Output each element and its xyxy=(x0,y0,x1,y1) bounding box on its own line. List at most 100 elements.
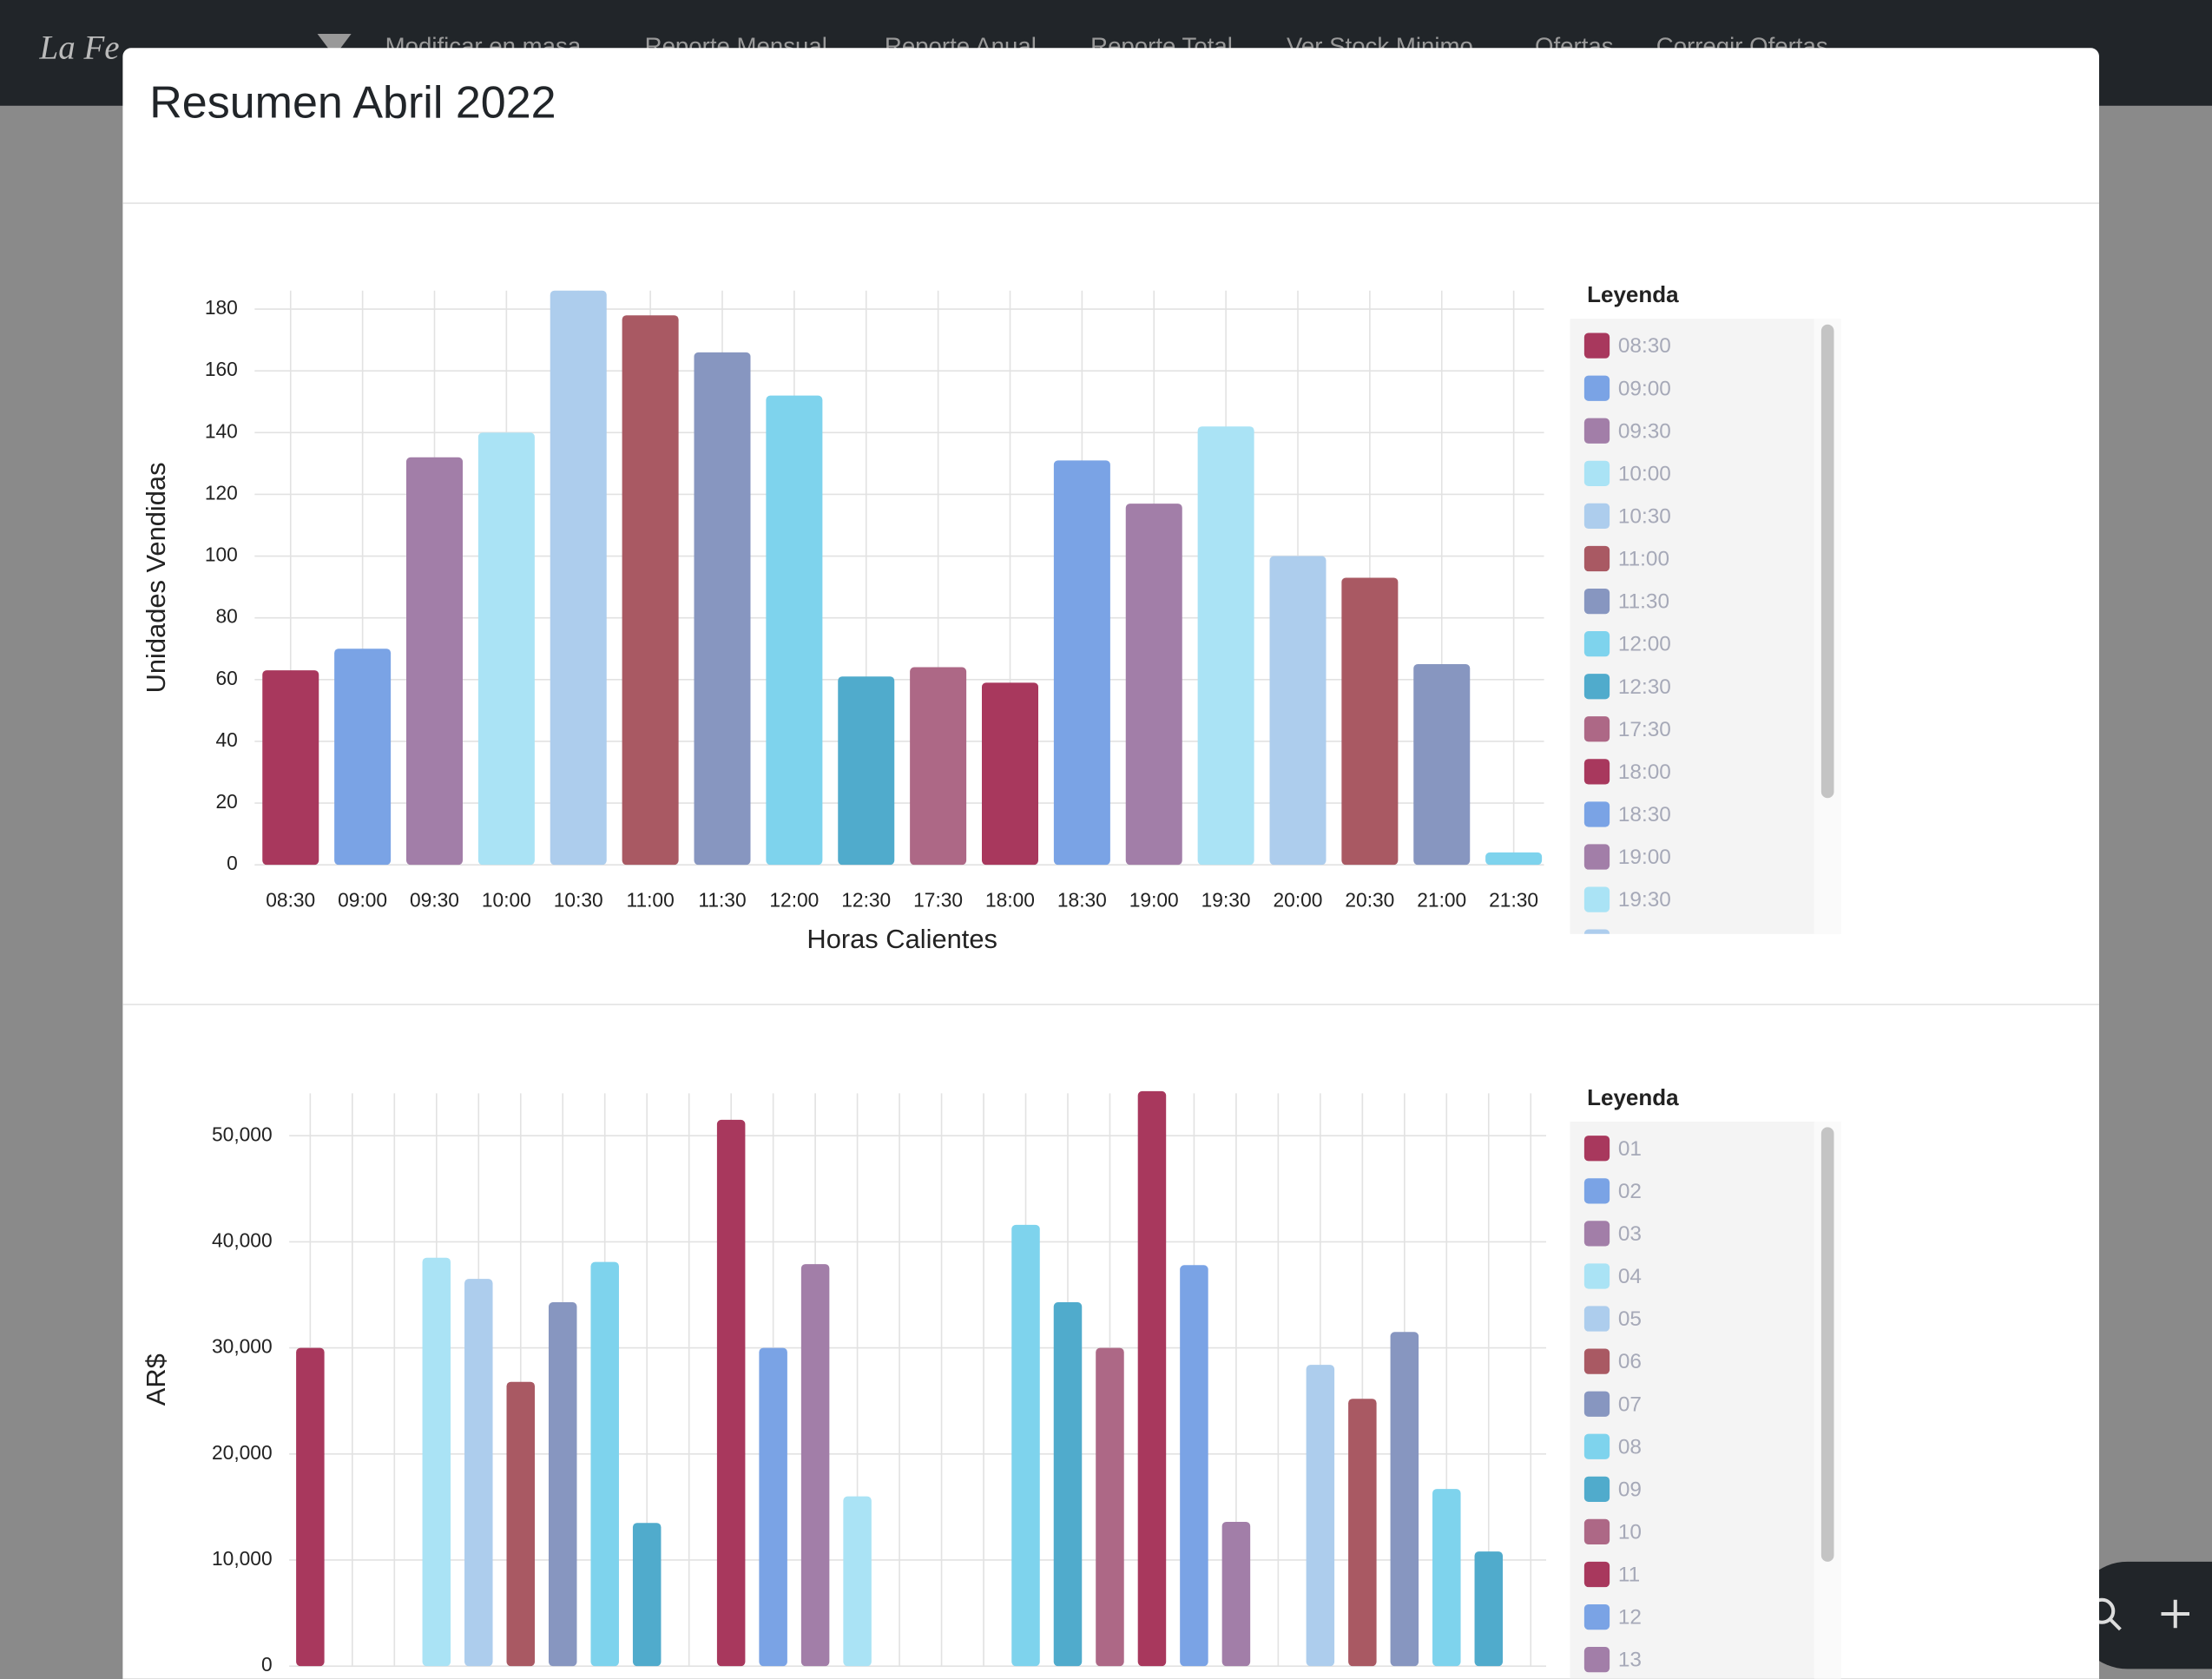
add-icon[interactable] xyxy=(2161,1599,2190,1629)
legend-item[interactable]: 01 xyxy=(1583,1136,1642,1162)
bar xyxy=(334,649,392,866)
legend-scrollbar xyxy=(1820,1127,1834,1562)
y-tick-label: 160 xyxy=(205,358,238,380)
bar xyxy=(550,290,607,866)
bar xyxy=(506,1381,536,1667)
x-tick-label: 08:30 xyxy=(266,888,315,911)
y-tick-label: 20,000 xyxy=(212,1441,273,1464)
bar xyxy=(622,315,679,866)
x-tick-label: 11:00 xyxy=(627,888,675,911)
legend-item[interactable]: 19:00 xyxy=(1583,844,1671,870)
legend-swatch xyxy=(1583,759,1610,785)
y-tick-label: 30,000 xyxy=(212,1335,273,1358)
legend-item[interactable]: 09:30 xyxy=(1583,418,1671,444)
y-tick-label: 0 xyxy=(227,852,238,874)
legend-label: 10 xyxy=(1618,1520,1642,1544)
legend-swatch xyxy=(1583,1647,1610,1673)
legend-label: 09:30 xyxy=(1618,419,1671,443)
legend-label: 06 xyxy=(1618,1350,1642,1373)
legend-item[interactable]: 18:00 xyxy=(1583,759,1671,785)
bar xyxy=(1413,663,1471,866)
search-icon-handle xyxy=(2109,1618,2122,1631)
legend-item[interactable]: 05 xyxy=(1583,1306,1642,1332)
legend-label: 18:30 xyxy=(1618,803,1671,826)
legend-item[interactable]: 10 xyxy=(1583,1518,1642,1545)
x-axis-label: Horas Calientes xyxy=(806,924,997,954)
legend-item[interactable]: 18:30 xyxy=(1583,801,1671,827)
legend-label: 11:00 xyxy=(1618,548,1669,571)
legend: 0102030405060708091011121314151617181920… xyxy=(1583,1136,1642,1673)
legend-item[interactable]: 10:30 xyxy=(1583,503,1671,530)
bar xyxy=(422,1257,451,1667)
y-tick-label: 80 xyxy=(216,605,238,628)
bar xyxy=(1269,556,1327,866)
legend-item[interactable]: 06 xyxy=(1583,1348,1642,1374)
legend-swatch xyxy=(1583,1518,1610,1545)
bar xyxy=(800,1264,830,1667)
legend-item[interactable]: 08:30 xyxy=(1583,333,1671,359)
legend-item[interactable]: 11:00 xyxy=(1583,545,1669,572)
legend-label: 03 xyxy=(1618,1222,1642,1246)
legend-item[interactable]: 09:00 xyxy=(1583,375,1671,401)
legend-item[interactable]: 19:30 xyxy=(1583,886,1671,912)
x-tick-label: 12:30 xyxy=(841,888,891,911)
legend-label: 10:30 xyxy=(1618,504,1671,528)
legend-label: 20:00 xyxy=(1618,931,1671,954)
bar xyxy=(1432,1489,1461,1667)
bar xyxy=(1348,1399,1377,1667)
legend-swatch xyxy=(1583,929,1610,934)
legend-title: Leyenda xyxy=(1587,1084,1679,1110)
bar xyxy=(910,667,967,866)
legend-swatch xyxy=(1583,1306,1610,1332)
legend: 08:30 09:00 09:30 10:00 10:30 11:00 11:30 12:00… xyxy=(1583,333,1671,955)
bar xyxy=(1053,460,1110,866)
bar xyxy=(477,432,535,866)
bar xyxy=(759,1347,787,1667)
x-tick-label: 10:30 xyxy=(554,888,603,911)
legend-swatch xyxy=(1583,1476,1610,1502)
bar xyxy=(843,1496,872,1667)
legend-item[interactable]: 02 xyxy=(1583,1178,1642,1204)
bar xyxy=(1053,1302,1083,1667)
legend-label: 01 xyxy=(1618,1137,1642,1161)
legend-swatch xyxy=(1583,674,1610,700)
y-tick-label: 20 xyxy=(216,790,238,813)
legend-item[interactable]: 11:30 xyxy=(1583,588,1669,615)
bar xyxy=(1485,852,1543,866)
x-tick-label: 18:00 xyxy=(985,888,1035,911)
brand[interactable]: La Fe xyxy=(39,29,120,66)
legend-swatch xyxy=(1583,1603,1610,1630)
legend-item[interactable]: 03 xyxy=(1583,1221,1642,1247)
legend-item[interactable]: 08 xyxy=(1583,1433,1642,1459)
legend-item[interactable]: 17:30 xyxy=(1583,716,1671,742)
legend-swatch xyxy=(1583,801,1610,827)
legend-item[interactable]: 11 xyxy=(1583,1561,1640,1588)
legend-swatch xyxy=(1583,844,1610,870)
bar xyxy=(1197,426,1254,866)
legend-label: 12:00 xyxy=(1618,633,1671,656)
y-tick-label: 0 xyxy=(261,1653,273,1676)
legend-item[interactable]: 12:00 xyxy=(1583,631,1671,657)
bar xyxy=(1180,1265,1208,1667)
y-tick-label: 40 xyxy=(216,728,238,751)
legend-item[interactable]: 07 xyxy=(1583,1391,1642,1417)
legend-item[interactable]: 09 xyxy=(1583,1476,1642,1502)
legend-item[interactable]: 12 xyxy=(1583,1603,1642,1630)
legend-item[interactable]: 12:30 xyxy=(1583,674,1671,700)
legend-swatch xyxy=(1583,1391,1610,1417)
legend-label: 17:30 xyxy=(1618,718,1671,741)
legend-item[interactable]: 20:00 xyxy=(1583,929,1671,955)
bar xyxy=(838,676,895,866)
legend-item[interactable]: 04 xyxy=(1583,1263,1642,1289)
legend-swatch xyxy=(1583,1433,1610,1459)
bar xyxy=(632,1523,662,1667)
legend-label: 19:00 xyxy=(1618,846,1671,869)
legend-item[interactable]: 10:00 xyxy=(1583,460,1671,486)
modal-title: Resumen Abril 2022 xyxy=(149,78,556,128)
y-axis-label: AR$ xyxy=(141,1353,171,1406)
legend-item[interactable]: 13 xyxy=(1583,1647,1642,1673)
x-tick-label: 11:30 xyxy=(698,888,746,911)
x-tick-label: 21:00 xyxy=(1417,888,1466,911)
